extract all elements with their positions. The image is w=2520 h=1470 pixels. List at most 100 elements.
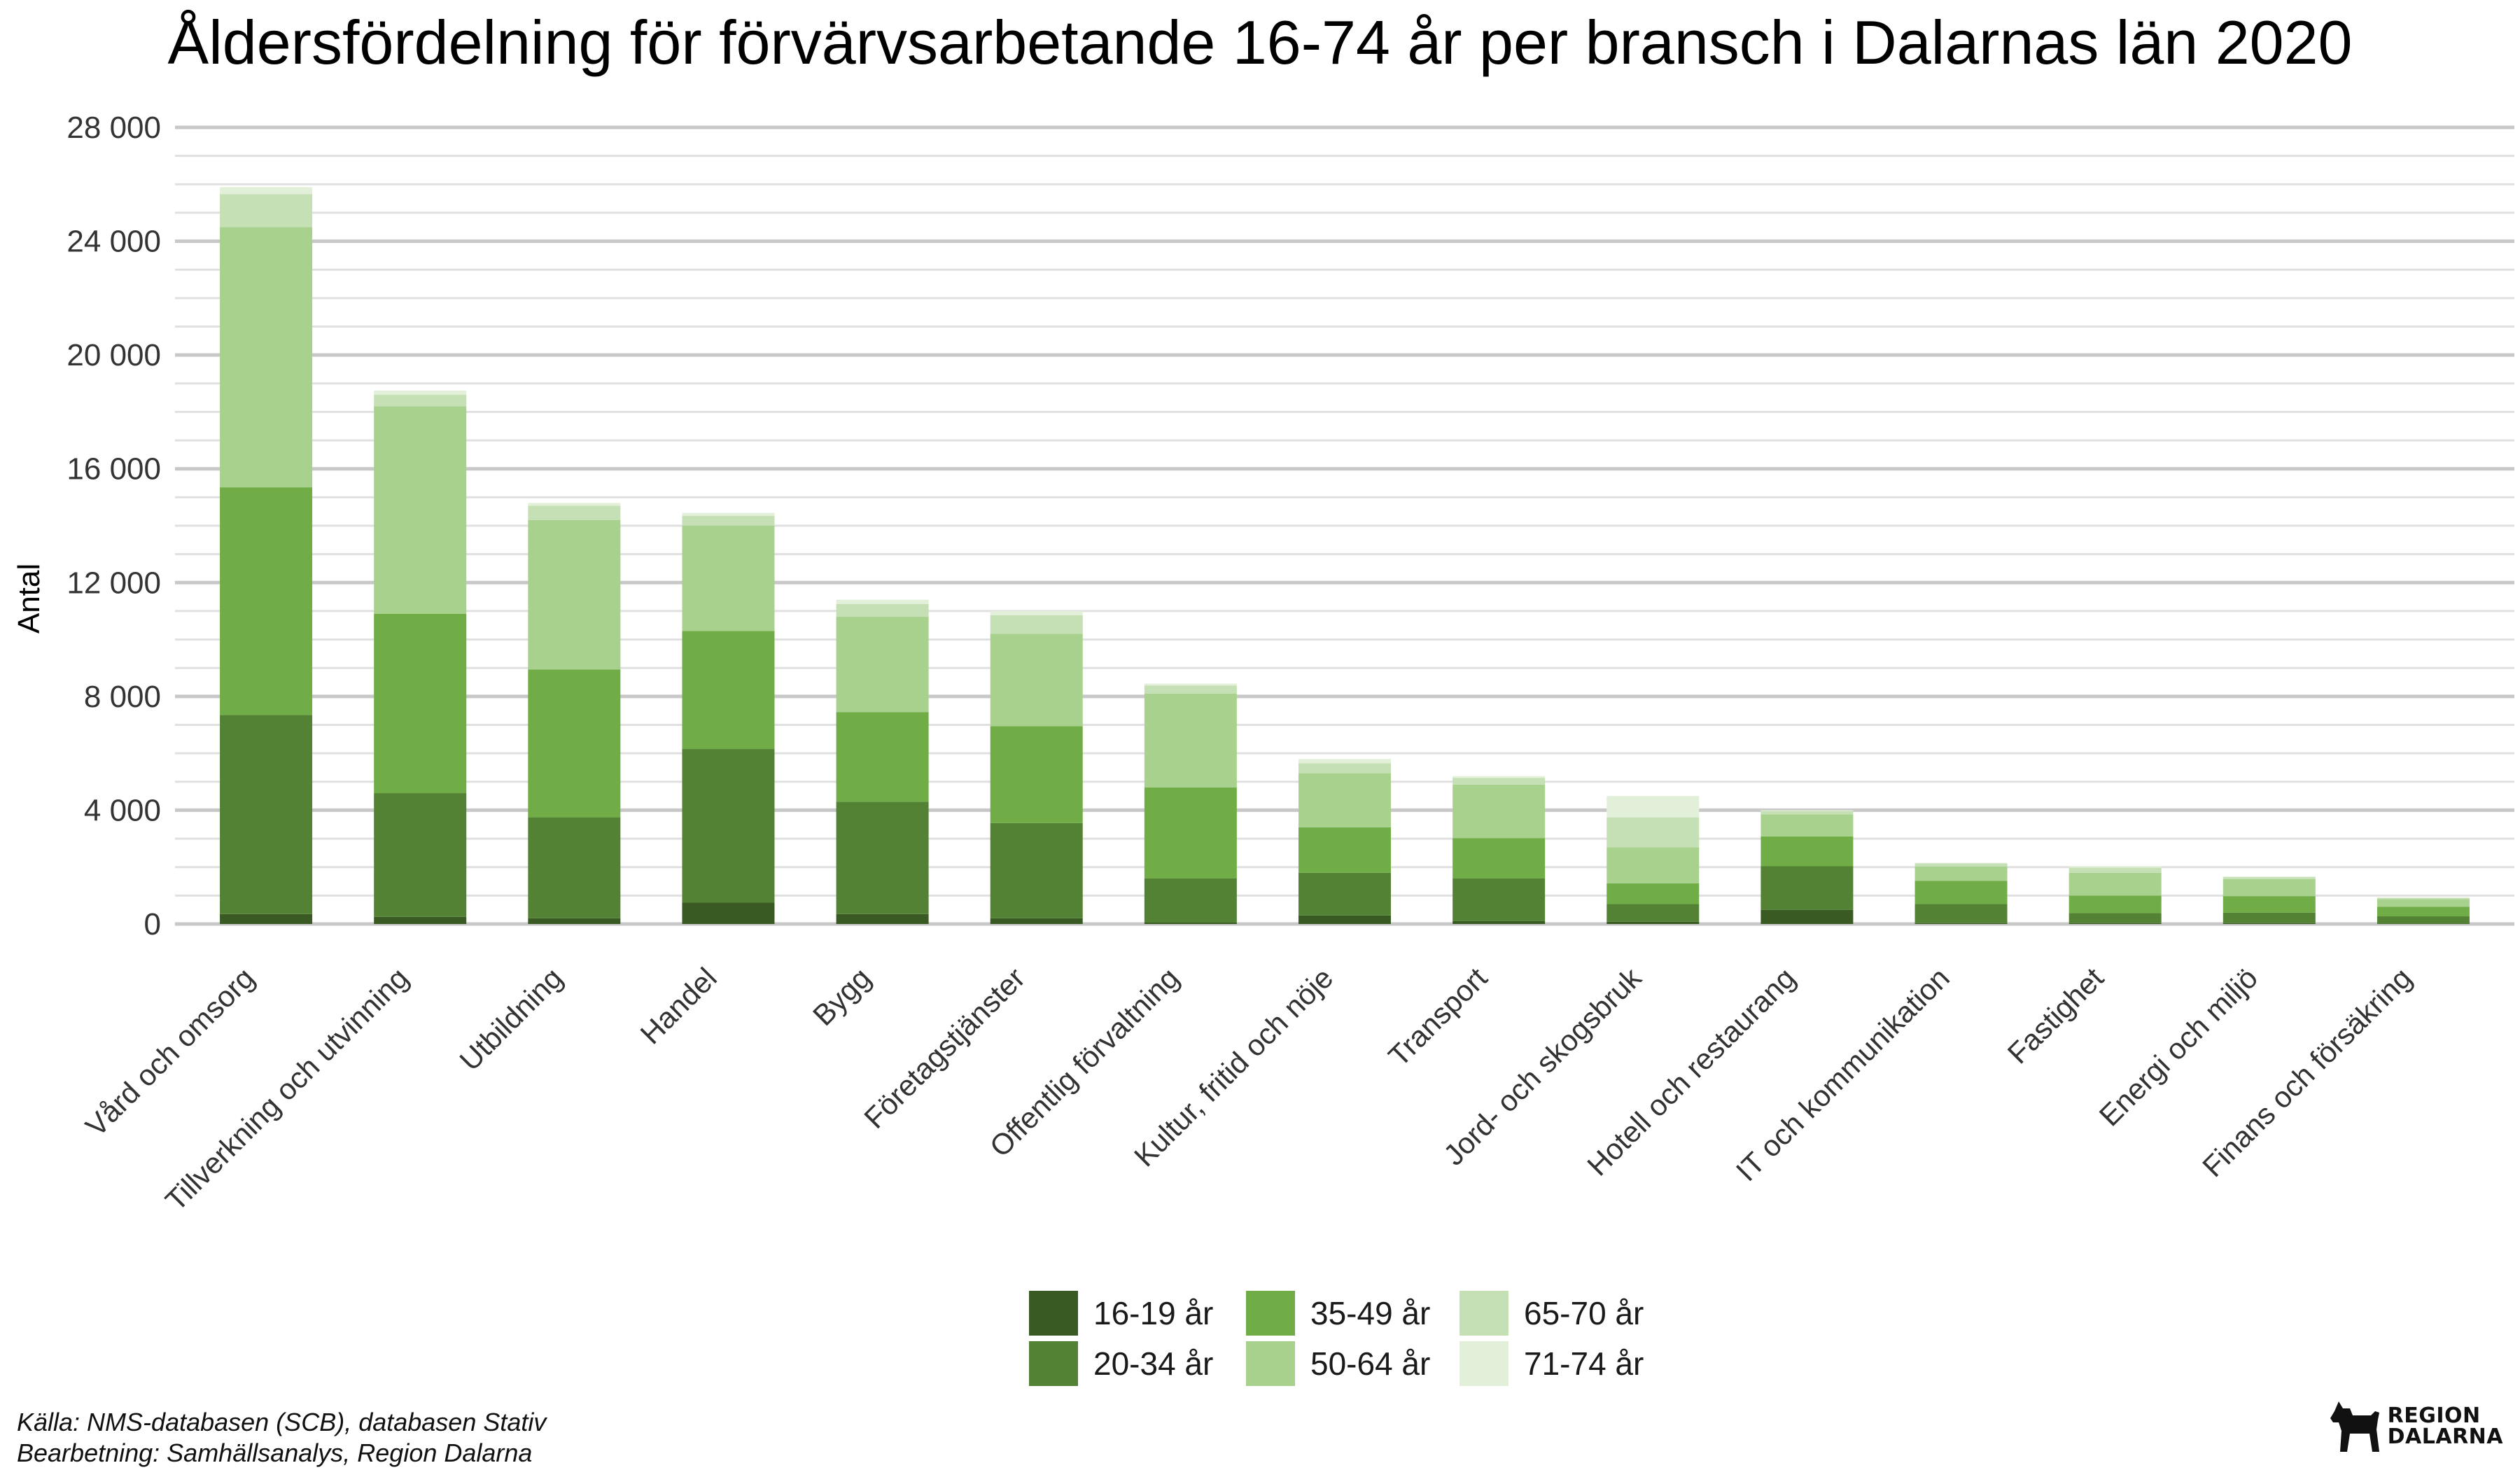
bars xyxy=(220,187,2470,924)
legend-label: 16-19 år xyxy=(1093,1295,1214,1331)
bar-segment xyxy=(1914,862,2008,864)
bar-segment xyxy=(2376,906,2470,917)
bar-segment xyxy=(374,395,467,407)
bar-segment xyxy=(528,519,621,670)
processing-text: Bearbetning: Samhällsanalys, Region Dala… xyxy=(17,1438,533,1467)
y-tick-label: 16 000 xyxy=(66,452,161,486)
bar-segment xyxy=(2068,895,2162,913)
bar-segment xyxy=(374,916,467,924)
bar-segment xyxy=(1914,881,2008,904)
region-dalarna-logo: REGION DALARNA xyxy=(2329,1399,2503,1455)
bar-segment xyxy=(990,615,1083,634)
bar-segment xyxy=(1452,776,1546,778)
bar-segment xyxy=(1452,920,1546,924)
bar-segment xyxy=(2376,916,2470,924)
bar-segment xyxy=(990,634,1083,727)
bar-segment xyxy=(220,227,313,488)
bar-segment xyxy=(1144,878,1237,923)
legend-item: 50-64 år xyxy=(1246,1338,1460,1389)
bar-segment xyxy=(1914,866,2008,881)
bar-segment xyxy=(1606,883,1700,904)
bar-segment xyxy=(2068,872,2162,896)
legend-label: 71-74 år xyxy=(1524,1345,1644,1382)
y-tick-label: 28 000 xyxy=(66,111,161,145)
bar-segment xyxy=(2068,867,2162,873)
bar-segment xyxy=(220,187,313,195)
bar-segment xyxy=(1760,866,1854,910)
legend-swatch xyxy=(1029,1341,1078,1386)
legend-label: 50-64 år xyxy=(1310,1345,1431,1382)
logo-line2: DALARNA xyxy=(2387,1424,2503,1449)
legend-swatch xyxy=(1460,1341,1508,1386)
legend-item: 16-19 år xyxy=(1029,1288,1246,1338)
logo-line1: REGION xyxy=(2387,1404,2481,1428)
bar-segment xyxy=(990,726,1083,823)
bar-segment xyxy=(1452,878,1546,921)
bar-segment xyxy=(528,503,621,506)
bar-segment xyxy=(836,603,929,617)
bar-segment xyxy=(2068,923,2162,924)
bar-segment xyxy=(1760,811,1854,815)
bar-segment xyxy=(1298,773,1391,827)
bar-segment xyxy=(836,712,929,802)
bar-segment xyxy=(374,390,467,396)
bar-segment xyxy=(2222,923,2316,924)
bar-segment xyxy=(1606,817,1700,848)
legend-label: 20-34 år xyxy=(1093,1345,1214,1382)
bar-segment xyxy=(2222,876,2316,879)
bar-segment xyxy=(1606,796,1700,818)
bar-segment xyxy=(1298,872,1391,916)
legend-item: 35-49 år xyxy=(1246,1288,1460,1338)
bar-segment xyxy=(1144,787,1237,878)
bar-segment xyxy=(220,194,313,227)
bar-segment xyxy=(2376,899,2470,907)
y-tick-label: 4 000 xyxy=(84,793,161,827)
bar-segment xyxy=(682,512,775,516)
bar-segment xyxy=(990,822,1083,918)
bar-segment xyxy=(220,913,313,924)
dala-horse-icon xyxy=(2330,1401,2379,1452)
y-tick-label: 20 000 xyxy=(66,338,161,372)
x-tick-label: Transport xyxy=(1382,961,1493,1072)
x-tick-label: Vård och omsorg xyxy=(79,961,260,1142)
bar-segment xyxy=(1452,778,1546,785)
y-tick-label: 0 xyxy=(144,907,161,941)
legend-swatch xyxy=(1246,1341,1295,1386)
bar-segment xyxy=(220,487,313,715)
legend-swatch xyxy=(1029,1291,1078,1336)
bar-segment xyxy=(1760,909,1854,924)
y-tick-label: 12 000 xyxy=(66,566,161,600)
footer: Källa: NMS-databasen (SCB), databasen St… xyxy=(17,1407,546,1469)
bar-segment xyxy=(1606,921,1700,924)
bar-segment xyxy=(1144,922,1237,924)
bar-segment xyxy=(682,526,775,631)
bar-segment xyxy=(374,793,467,917)
bar-segment xyxy=(528,669,621,818)
bar-segment xyxy=(2068,866,2162,868)
bar-segment xyxy=(2376,923,2470,924)
y-tick-label: 24 000 xyxy=(66,225,161,259)
x-tick-label: Handel xyxy=(634,961,722,1050)
x-tick-label: Fastighet xyxy=(2001,961,2110,1070)
bar-segment xyxy=(1760,836,1854,867)
x-tick-label: Bygg xyxy=(806,961,877,1032)
legend-label: 35-49 år xyxy=(1310,1295,1431,1331)
bar-segment xyxy=(374,613,467,794)
bar-segment xyxy=(2068,913,2162,923)
y-tick-label: 8 000 xyxy=(84,680,161,714)
bar-segment xyxy=(836,913,929,924)
bar-segment xyxy=(990,610,1083,616)
bar-segment xyxy=(528,505,621,520)
y-axis-ticks: 0 4 000 8 000 12 000 16 000 20 000 24 000 28 00… xyxy=(66,111,161,941)
bar-segment xyxy=(1760,810,1854,811)
bar-segment xyxy=(1914,904,2008,923)
bar-segment xyxy=(2222,912,2316,923)
bar-segment xyxy=(836,617,929,713)
bar-segment xyxy=(1606,847,1700,883)
bar-segment xyxy=(2376,897,2470,899)
x-tick-label: Tillverkning och utvinning xyxy=(159,961,415,1217)
legend-item: 71-74 år xyxy=(1460,1338,1670,1389)
legend: 16-19 år 20-34 år 35-49 år 50-64 år 65-70 år… xyxy=(1029,1288,1670,1389)
